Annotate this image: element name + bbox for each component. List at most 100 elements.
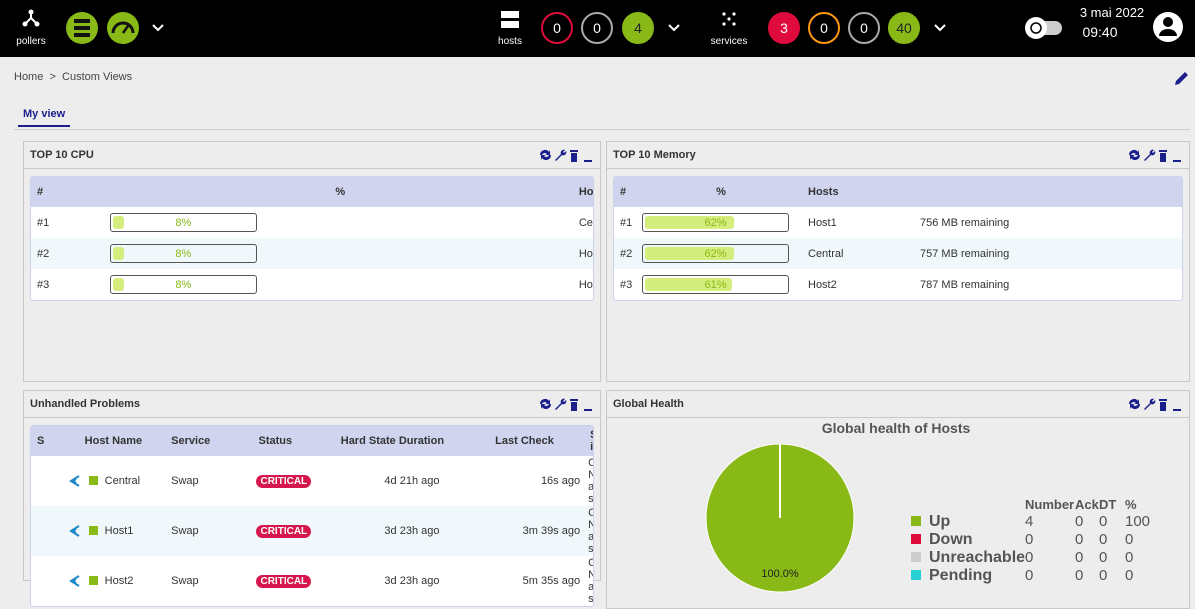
last-check: 5m 35s ago (522, 575, 581, 587)
column-header: Last Check (489, 426, 585, 456)
services-chevron[interactable] (934, 24, 946, 32)
status-count[interactable]: 0 (553, 20, 561, 36)
delete-button[interactable] (1159, 150, 1167, 162)
status-count[interactable]: 40 (896, 20, 912, 36)
user-menu[interactable] (1153, 12, 1183, 42)
settings-button[interactable] (555, 149, 567, 161)
widget-title: Unhandled Problems (30, 398, 141, 410)
time: 09:40 (1082, 24, 1117, 40)
theme-toggle[interactable] (1025, 17, 1062, 39)
chart-title: Global health of Hosts (822, 420, 971, 436)
tab-rule (14, 129, 1190, 130)
hosts-icon[interactable] (501, 11, 519, 28)
status-cell: CRITICAL (252, 556, 334, 606)
refresh-button[interactable] (540, 399, 551, 409)
status-badge[interactable] (622, 12, 654, 44)
legend-value: 0 (1025, 531, 1033, 548)
host-status (88, 476, 98, 486)
widget-actions (540, 149, 592, 162)
usage-cell: 8% (109, 269, 573, 300)
edit-button[interactable] (1172, 70, 1190, 88)
pollers-icon[interactable] (22, 9, 40, 27)
date: 3 mai 2022 (1080, 5, 1144, 20)
widget-header: TOP 10 CPU (24, 142, 600, 169)
status-count[interactable]: 0 (593, 20, 601, 36)
host-name: Host2 (578, 278, 593, 291)
settings-button[interactable] (1144, 149, 1156, 161)
minimize-button[interactable] (584, 160, 592, 162)
pollers-label[interactable]: pollers (16, 36, 45, 47)
minimize-button[interactable] (1173, 160, 1181, 162)
table-header: S Host Name Service Status Hard State Durati… (31, 426, 593, 456)
refresh-button[interactable] (1129, 150, 1140, 160)
legend-value: 0 (1099, 513, 1107, 530)
services-label[interactable]: services (711, 36, 748, 47)
settings-button[interactable] (1144, 398, 1156, 410)
host-icon (68, 525, 98, 537)
widget: Global Health Global health of Hosts 100.0… (606, 390, 1190, 609)
problem-row[interactable]: Host2 Swap CRITICAL 3d 23h ago 5m 35s ago CRI… (31, 556, 593, 606)
status-badge[interactable] (848, 12, 880, 44)
host-name[interactable]: Host2 (104, 574, 134, 587)
problem-row[interactable]: Central Swap CRITICAL 4d 21h ago 16s ago CRIT… (31, 456, 593, 506)
status-badge[interactable] (888, 12, 920, 44)
delete-button[interactable] (570, 150, 578, 162)
host-name[interactable]: Host1 (104, 524, 134, 537)
legend-value: 0 (1099, 531, 1107, 548)
host-logo (68, 575, 80, 587)
refresh-button[interactable] (540, 150, 551, 160)
widget-title: TOP 10 Memory (613, 149, 696, 161)
host-name[interactable]: Central (104, 474, 141, 487)
status-badge[interactable] (541, 12, 573, 44)
state-cell (31, 556, 63, 606)
remaining: 756 MB remaining (920, 216, 1010, 229)
rank: #2 (614, 238, 641, 269)
status-count[interactable]: 3 (780, 20, 788, 36)
hosts-label[interactable]: hosts (498, 36, 522, 47)
usage-bar: 62% (642, 213, 789, 232)
tab[interactable]: My view (18, 108, 71, 127)
widget: TOP 10 Memory #% Hosts #1 62% Host1 756 MB rem… (606, 141, 1190, 382)
rank: #1 (620, 216, 633, 229)
host-icon (68, 575, 98, 587)
column-header: Status information (584, 426, 593, 456)
service: Swap (171, 475, 199, 487)
usage-cell: 8% (108, 238, 573, 269)
settings-button[interactable] (555, 398, 567, 410)
legend-name: Down (929, 531, 973, 548)
status-badge[interactable] (581, 12, 613, 44)
widget-header: Unhandled Problems (24, 391, 600, 418)
usage-label: 62% (704, 248, 727, 260)
delete-button[interactable] (1159, 399, 1167, 411)
minimize-button[interactable] (584, 409, 592, 411)
services-icon[interactable] (722, 12, 736, 26)
host-cell: Host1 (62, 506, 166, 556)
top-table: #%Hosts #1 8% Central #2 8% Host1 #3 8% Host2 (31, 177, 593, 300)
widget-actions (1129, 398, 1181, 411)
status-cell: CRITICAL (252, 456, 334, 506)
status-count[interactable]: 0 (820, 20, 828, 36)
table-header: #%Hosts (31, 177, 593, 207)
pollers-chevron[interactable] (152, 24, 164, 32)
status-count[interactable]: 0 (860, 20, 868, 36)
delete-button[interactable] (570, 399, 578, 411)
status-badge[interactable] (808, 12, 840, 44)
host-name: Host1 (572, 238, 593, 269)
breadcrumb-link[interactable]: Home (14, 71, 44, 83)
legend-value: 0 (1125, 531, 1133, 548)
legend-header: Ack (1075, 497, 1100, 512)
column-header: % (108, 177, 573, 207)
usage-bar: 8% (109, 244, 257, 263)
breadcrumb-link[interactable]: Custom Views (62, 71, 133, 83)
usage-cell: 62% (641, 238, 802, 269)
minimize-button[interactable] (1173, 409, 1181, 411)
poller-latency-button[interactable] (107, 12, 139, 44)
legend-value: 100 (1125, 513, 1150, 530)
status-badge: CRITICAL (256, 525, 312, 538)
status-count[interactable]: 4 (634, 20, 642, 36)
refresh-button[interactable] (1129, 399, 1140, 409)
status-badge[interactable] (768, 12, 800, 44)
legend-value: 0 (1075, 549, 1083, 566)
hosts-chevron[interactable] (668, 24, 680, 32)
